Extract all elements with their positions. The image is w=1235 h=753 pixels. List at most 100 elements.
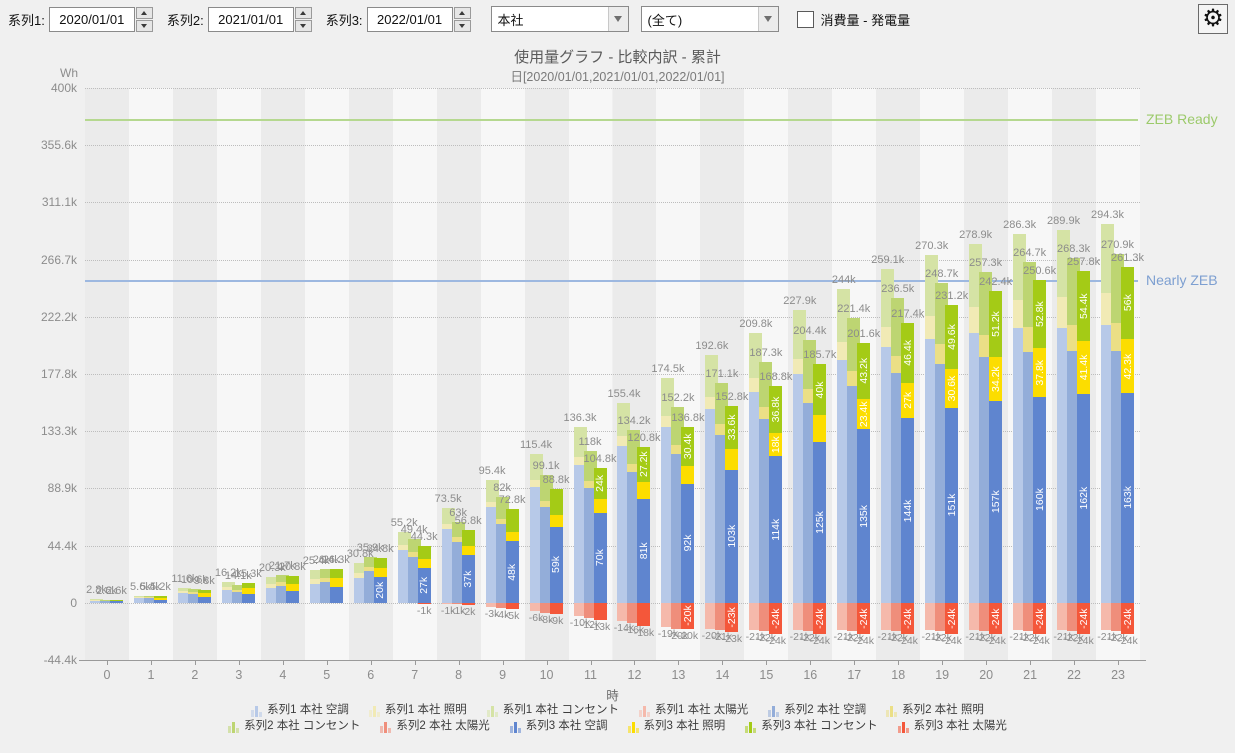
bar-segment-系列1-hour6-照明[interactable] [353,573,367,579]
series3-spin-up-button[interactable] [453,6,471,19]
bar-segment-系列1-hour21-照明[interactable] [1013,299,1027,328]
legend-item-系列3-本社-コンセント[interactable]: 系列3 本社 コンセント [745,720,878,733]
bar-segment-系列3-hour7-空調[interactable] [417,568,431,603]
bar-segment-系列1-hour13-空調[interactable] [661,426,675,603]
bar-segment-系列1-hour21-空調[interactable] [1013,327,1027,603]
bar-segment-系列2-hour18-空調[interactable] [891,373,905,603]
bar-segment-系列3-hour21-照明[interactable] [1033,348,1047,397]
bar-segment-系列3-hour18-コンセント[interactable] [901,323,915,383]
bar-segment-系列3-hour23-照明[interactable] [1121,338,1135,394]
bar-segment-系列2-hour10-太陽光[interactable] [539,602,553,614]
legend-item-系列1-本社-コンセント[interactable]: 系列1 本社 コンセント [486,704,619,717]
bar-segment-系列3-hour10-空調[interactable] [549,526,563,603]
bar-segment-系列3-hour9-空調[interactable] [505,541,519,603]
filter-select-dropdown-button[interactable] [757,7,778,31]
bar-segment-系列2-hour18-太陽光[interactable] [891,602,905,632]
bar-segment-系列1-hour21-コンセント[interactable] [1013,234,1027,300]
bar-segment-系列3-hour15-空調[interactable] [769,456,783,603]
bar-segment-系列2-hour7-照明[interactable] [407,552,421,557]
bar-segment-系列2-hour8-照明[interactable] [451,537,465,542]
bar-segment-系列3-hour20-太陽光[interactable] [989,602,1003,634]
bar-segment-系列2-hour15-空調[interactable] [759,418,773,603]
bar-segment-系列1-hour15-照明[interactable] [749,378,763,392]
bar-segment-系列1-hour16-照明[interactable] [793,358,807,375]
bar-segment-系列1-hour3-空調[interactable] [221,590,235,603]
bar-segment-系列2-hour13-空調[interactable] [671,453,685,603]
bar-segment-系列3-hour9-コンセント[interactable] [505,509,519,532]
bar-segment-系列2-hour18-照明[interactable] [891,355,905,374]
bar-segment-系列3-hour23-コンセント[interactable] [1121,266,1135,339]
bar-segment-系列1-hour8-コンセント[interactable] [441,508,455,524]
bar-segment-系列2-hour18-コンセント[interactable] [891,298,905,356]
bar-segment-系列1-hour11-太陽光[interactable] [573,602,587,616]
bar-segment-系列3-hour3-照明[interactable] [241,588,255,594]
bar-segment-系列2-hour0-コンセント[interactable] [99,599,113,601]
bar-segment-系列3-hour22-太陽光[interactable] [1077,602,1091,634]
bar-segment-系列3-hour9-太陽光[interactable] [505,602,519,610]
bar-segment-系列3-hour20-コンセント[interactable] [989,290,1003,357]
bar-segment-系列1-hour19-太陽光[interactable] [925,602,939,630]
bar-segment-系列3-hour4-コンセント[interactable] [285,576,299,584]
bar-segment-系列3-hour12-コンセント[interactable] [637,447,651,483]
series2-spin-up-button[interactable] [294,6,312,19]
bar-segment-系列1-hour2-照明[interactable] [177,591,191,594]
bar-segment-系列3-hour21-太陽光[interactable] [1033,602,1047,634]
bar-segment-系列3-hour14-照明[interactable] [725,449,739,471]
bar-segment-系列3-hour13-空調[interactable] [681,484,695,603]
bar-segment-系列3-hour5-コンセント[interactable] [329,569,343,579]
bar-segment-系列2-hour12-太陽光[interactable] [627,602,641,624]
bar-segment-系列2-hour10-空調[interactable] [539,506,553,603]
bar-segment-系列2-hour23-照明[interactable] [1111,323,1125,351]
bar-segment-系列1-hour22-照明[interactable] [1057,296,1071,328]
bar-segment-系列2-hour11-空調[interactable] [583,487,597,603]
bar-segment-系列2-hour15-コンセント[interactable] [759,361,773,408]
bar-segment-系列2-hour2-照明[interactable] [187,592,201,595]
bar-segment-系列1-hour5-照明[interactable] [309,579,323,585]
bar-segment-系列1-hour17-空調[interactable] [837,359,851,603]
bar-segment-系列2-hour17-照明[interactable] [847,371,861,387]
bar-segment-系列2-hour22-空調[interactable] [1067,351,1081,603]
bar-segment-系列1-hour1-照明[interactable] [133,597,147,599]
bar-segment-系列3-hour15-コンセント[interactable] [769,385,783,433]
legend-item-系列1-本社-太陽光[interactable]: 系列1 本社 太陽光 [639,704,748,717]
bar-segment-系列1-hour19-コンセント[interactable] [925,254,939,317]
bar-segment-系列3-hour17-空調[interactable] [857,429,871,603]
bar-segment-系列2-hour22-照明[interactable] [1067,324,1081,352]
bar-segment-系列2-hour17-太陽光[interactable] [847,602,861,632]
bar-segment-系列1-hour14-照明[interactable] [705,396,719,409]
bar-segment-系列2-hour1-コンセント[interactable] [143,595,157,598]
bar-segment-系列3-hour22-照明[interactable] [1077,341,1091,395]
bar-segment-系列2-hour21-コンセント[interactable] [1023,262,1037,328]
bar-segment-系列3-hour17-照明[interactable] [857,398,871,430]
bar-segment-系列2-hour0-照明[interactable] [99,600,113,601]
legend-item-系列3-本社-空調[interactable]: 系列3 本社 空調 [509,720,608,733]
bar-segment-系列2-hour3-空調[interactable] [231,592,245,603]
bar-segment-系列3-hour16-空調[interactable] [813,441,827,603]
bar-segment-系列2-hour19-コンセント[interactable] [935,282,949,344]
bar-segment-系列1-hour17-コンセント[interactable] [837,288,851,343]
bar-segment-系列1-hour1-空調[interactable] [133,598,147,603]
bar-segment-系列1-hour8-照明[interactable] [441,523,455,530]
bar-segment-系列1-hour19-照明[interactable] [925,316,939,339]
bar-segment-系列3-hour18-太陽光[interactable] [901,602,915,634]
bar-segment-系列2-hour3-照明[interactable] [231,589,245,593]
bar-segment-系列2-hour6-コンセント[interactable] [363,556,377,567]
bar-segment-系列1-hour10-照明[interactable] [529,480,543,487]
bar-segment-系列3-hour6-照明[interactable] [373,568,387,578]
bar-segment-系列3-hour21-コンセント[interactable] [1033,280,1047,349]
series1-date-input[interactable] [48,6,135,32]
bar-segment-系列1-hour4-空調[interactable] [265,588,279,603]
bar-segment-系列1-hour2-コンセント[interactable] [177,587,191,591]
bar-segment-系列3-hour0-空調[interactable] [109,601,123,603]
bar-segment-系列3-hour2-照明[interactable] [197,593,211,598]
bar-segment-系列2-hour12-コンセント[interactable] [627,430,641,464]
bar-segment-系列1-hour5-空調[interactable] [309,584,323,603]
bar-segment-系列2-hour11-太陽光[interactable] [583,602,597,619]
bar-segment-系列1-hour12-照明[interactable] [617,436,631,446]
bar-segment-系列3-hour13-コンセント[interactable] [681,426,695,466]
bar-segment-系列2-hour1-空調[interactable] [143,598,157,603]
bar-segment-系列3-hour8-照明[interactable] [461,545,475,556]
bar-segment-系列1-hour4-照明[interactable] [265,584,279,589]
bar-segment-系列1-hour19-空調[interactable] [925,338,939,603]
legend-item-系列3-本社-太陽光[interactable]: 系列3 本社 太陽光 [897,720,1007,733]
